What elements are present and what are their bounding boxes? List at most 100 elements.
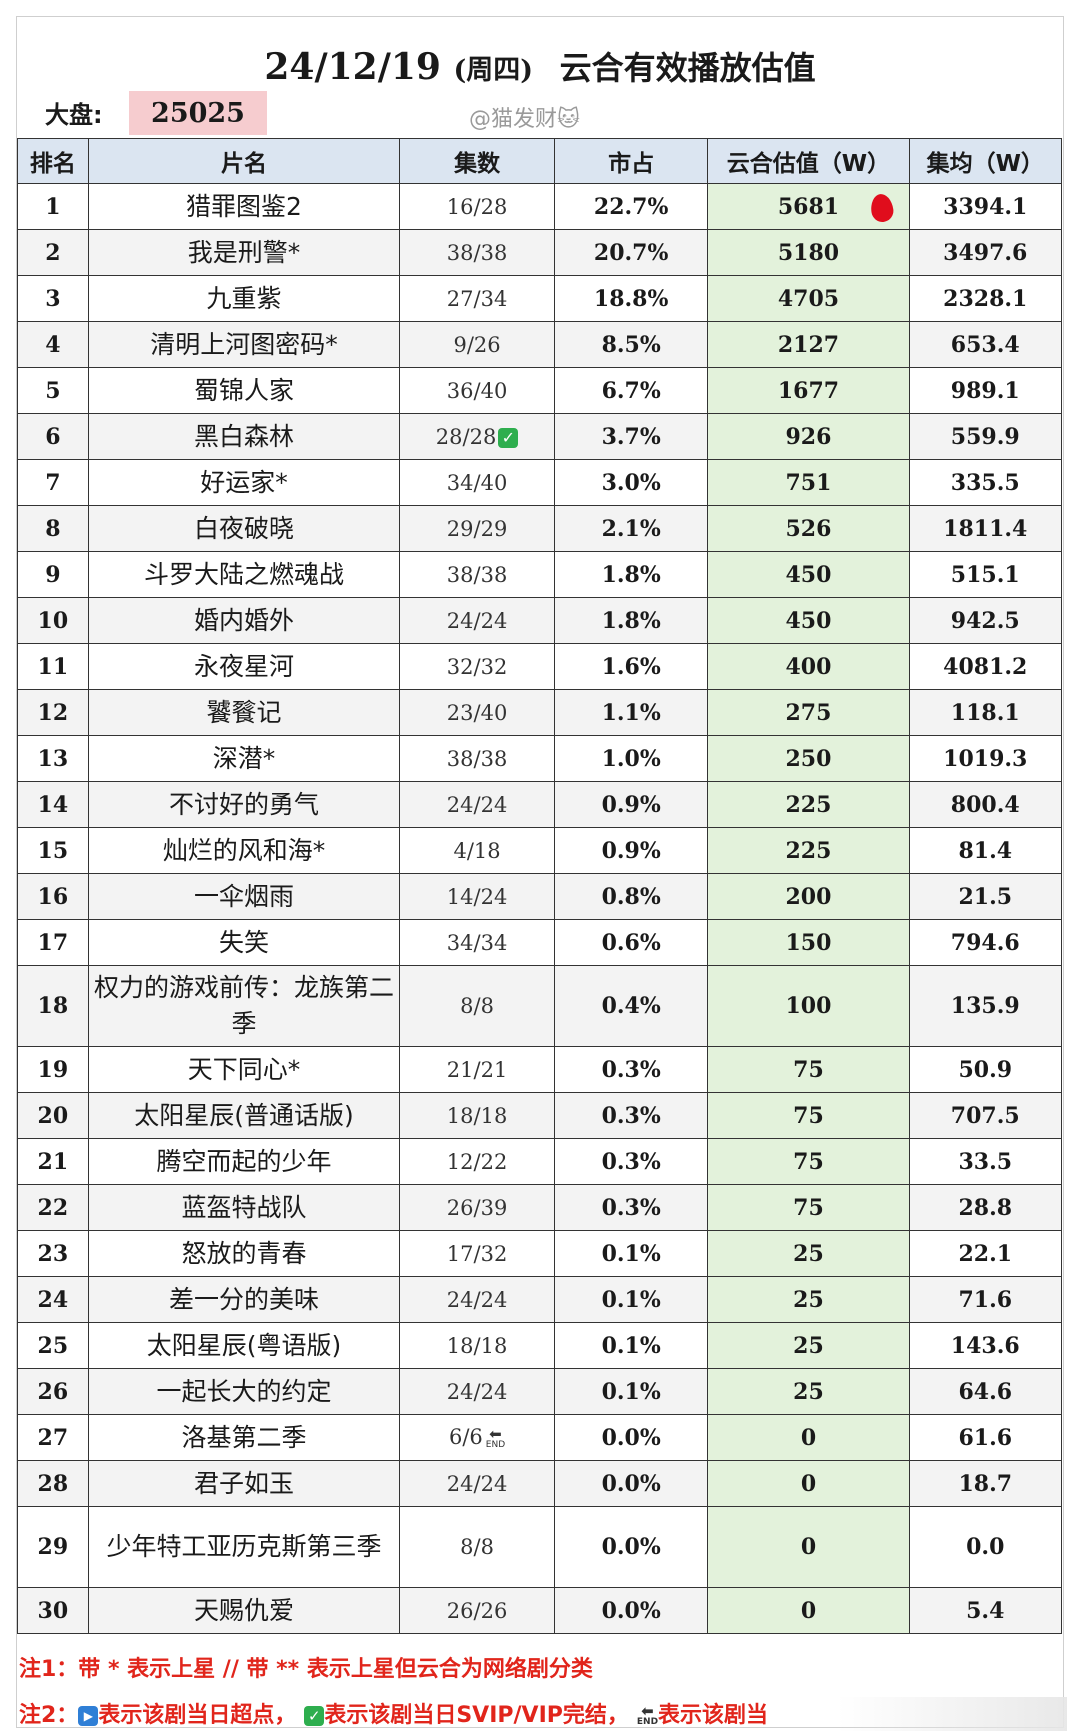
estimate-cell: 0 [707, 1414, 910, 1461]
rank-cell: 6 [17, 413, 89, 460]
episodes-cell: 24/24 [399, 781, 555, 828]
rank-cell: 27 [17, 1414, 89, 1461]
report-sheet: 24/12/19 (周四) 云合有效播放估值 大盘: 25025 @猫发财🐱 排… [16, 16, 1067, 1731]
share-cell: 1.8% [553, 551, 709, 598]
estimate-cell: 400 [707, 643, 910, 690]
average-cell: 989.1 [908, 367, 1062, 414]
episodes-cell: 32/32 [399, 643, 555, 690]
title-cell: 腾空而起的少年 [87, 1138, 401, 1185]
share-cell-text: 3.0% [601, 469, 661, 496]
episodes-cell-text: 29/29 [446, 516, 508, 541]
title-cell: 失笑 [87, 919, 401, 966]
title-cell-text: 蓝盔特战队 [181, 1192, 307, 1222]
average-cell: 21.5 [908, 873, 1062, 920]
estimate-cell: 0 [707, 1587, 910, 1634]
title-cell-text: 饕餮记 [206, 697, 282, 727]
estimate-cell: 25 [707, 1230, 910, 1277]
estimate-cell-text: 0 [800, 1470, 817, 1497]
episodes-cell: 9/26 [399, 321, 555, 368]
title-cell-text: 好运家* [200, 467, 288, 497]
estimate-cell-text: 200 [785, 883, 832, 910]
rank-cell-text: 5 [45, 377, 61, 404]
estimate-cell: 0 [707, 1460, 910, 1507]
estimate-cell-text: 0 [800, 1424, 817, 1451]
title-cell-text: 君子如玉 [193, 1468, 294, 1498]
share-cell: 0.3% [553, 1046, 709, 1093]
average-cell: 28.8 [908, 1184, 1062, 1231]
rank-cell: 8 [17, 505, 89, 552]
title-cell-text: 天下同心* [187, 1054, 301, 1084]
episodes-cell: 38/38 [399, 551, 555, 598]
average-cell-text: 61.6 [958, 1424, 1013, 1451]
episodes-cell: 38/38 [399, 229, 555, 276]
title-cell-text: 深潜* [212, 743, 276, 773]
title-cell-text: 不讨好的勇气 [168, 789, 319, 819]
episodes-cell-text: 26/26 [446, 1598, 508, 1623]
average-cell: 64.6 [908, 1368, 1062, 1415]
title-cell: 一起长大的约定 [87, 1368, 401, 1415]
episodes-cell: 28/28 ✓ [399, 413, 555, 460]
share-cell: 0.0% [553, 1460, 709, 1507]
average-cell-text: 707.5 [950, 1102, 1020, 1129]
rank-cell: 14 [17, 781, 89, 828]
average-cell-text: 3394.1 [943, 193, 1028, 220]
title-cell-text: 九重紫 [206, 283, 282, 313]
rank-cell: 1 [17, 183, 89, 230]
rank-cell-text: 2 [45, 239, 61, 266]
average-cell: 800.4 [908, 781, 1062, 828]
share-cell-text: 0.3% [601, 1194, 661, 1221]
rank-cell-text: 24 [37, 1286, 69, 1313]
table-row: 10 婚内婚外 24/24 1.8% 450 942.5 [17, 597, 1062, 644]
share-cell-text: 0.1% [601, 1286, 661, 1313]
title-cell: 蜀锦人家 [87, 367, 401, 414]
share-cell-text: 0.3% [601, 1056, 661, 1083]
episodes-cell: 18/18 [399, 1092, 555, 1139]
average-cell-text: 515.1 [950, 561, 1020, 588]
share-cell-text: 0.3% [601, 1102, 661, 1129]
estimate-cell: 751 [707, 459, 910, 506]
rank-cell: 29 [17, 1506, 89, 1588]
play-icon: ▶ [78, 1706, 99, 1726]
episodes-cell-text: 9/26 [453, 332, 501, 357]
title-cell-text: 洛基第二季 [181, 1422, 307, 1452]
rank-cell-text: 13 [37, 745, 69, 772]
title-cell-text: 太阳星辰(粤语版) [146, 1330, 342, 1360]
share-cell-text: 0.8% [601, 883, 661, 910]
episodes-cell: 34/40 [399, 459, 555, 506]
watermark: @猫发财🐱 [469, 107, 580, 132]
table-row: 18 权力的游戏前传：龙族第二季 8/8 0.4% 100 135.9 [17, 965, 1062, 1047]
average-cell-text: 559.9 [950, 423, 1020, 450]
note-2-prefix: 注2： [19, 1703, 79, 1728]
title-cell-text: 怒放的青春 [181, 1238, 307, 1268]
col-header-rank: 排名 [17, 138, 89, 184]
average-cell: 5.4 [908, 1587, 1062, 1634]
episodes-cell: 21/21 [399, 1046, 555, 1093]
title-cell-text: 婚内婚外 [193, 605, 294, 635]
title-cell-text: 天赐仇爱 [193, 1595, 294, 1625]
share-cell-text: 22.7% [593, 193, 669, 220]
share-cell-text: 0.0% [601, 1470, 661, 1497]
estimate-cell: 926 [707, 413, 910, 460]
average-cell: 143.6 [908, 1322, 1062, 1369]
title-cell-text: 一起长大的约定 [156, 1376, 332, 1406]
episodes-cell: 23/40 [399, 689, 555, 736]
episodes-cell-text: 8/8 [460, 1535, 494, 1559]
episodes-cell-text: 6/6 [448, 1425, 483, 1450]
estimate-cell: 4705 [707, 275, 910, 322]
title-cell-text: 太阳星辰(普通话版) [134, 1100, 354, 1130]
share-cell-text: 8.5% [601, 331, 661, 358]
average-cell: 3394.1 [908, 183, 1062, 230]
average-cell: 135.9 [908, 965, 1062, 1047]
average-cell: 1019.3 [908, 735, 1062, 782]
share-cell-text: 0.9% [601, 791, 661, 818]
episodes-cell-text: 16/28 [446, 194, 508, 219]
share-cell: 1.8% [553, 597, 709, 644]
episodes-cell-text: 17/32 [446, 1241, 508, 1266]
average-cell-text: 3497.6 [943, 239, 1028, 266]
episodes-cell-text: 8/8 [460, 994, 494, 1018]
estimate-cell-text: 25 [793, 1240, 824, 1267]
episodes-cell-text: 38/38 [446, 240, 508, 265]
share-cell: 0.9% [553, 827, 709, 874]
rank-cell-text: 27 [37, 1424, 69, 1451]
average-cell-text: 64.6 [958, 1378, 1013, 1405]
